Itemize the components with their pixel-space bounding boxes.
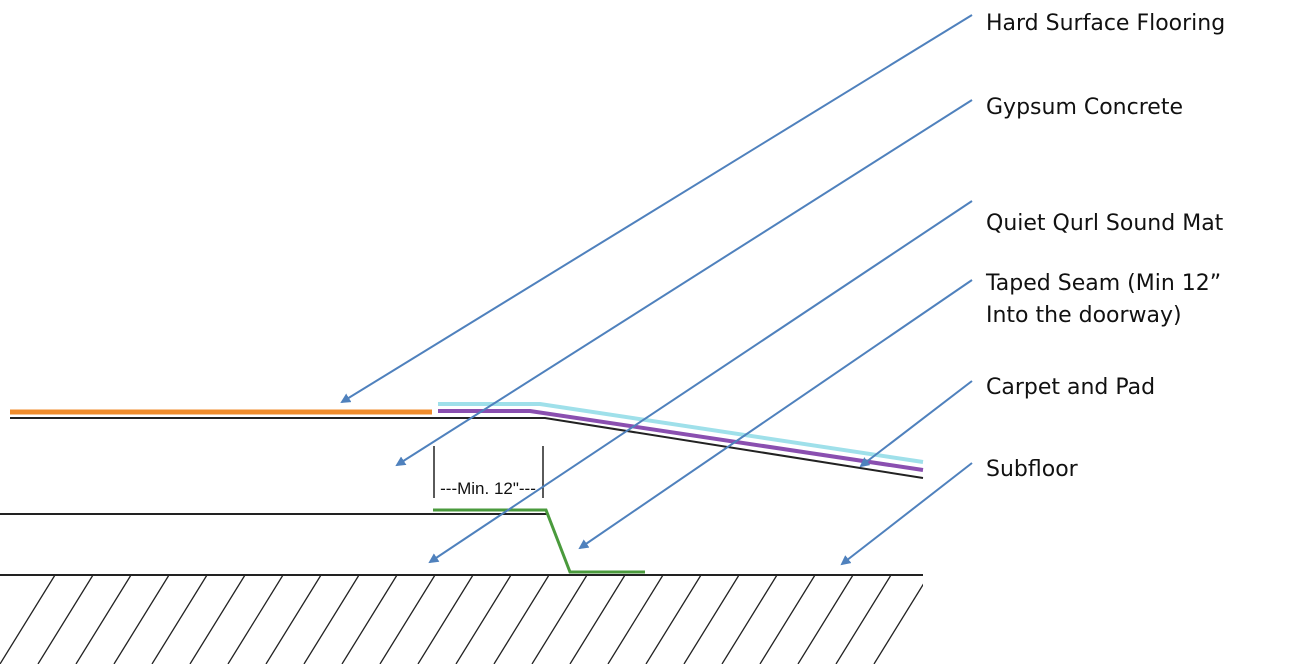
label-taped-seam-line2: Into the doorway)	[986, 303, 1182, 328]
taped-seam	[433, 508, 645, 574]
label-taped-seam-line1: Taped Seam (Min 12”	[986, 271, 1222, 296]
subfloor-hatch	[0, 575, 923, 664]
arrow-gypsum	[395, 99, 973, 467]
label-sound-mat: Quiet Qurl Sound Mat	[986, 211, 1224, 236]
subfloor	[0, 574, 923, 664]
arrow-taped-seam	[578, 279, 973, 550]
arrow-sound-mat	[428, 200, 973, 564]
dimension-label: ---Min. 12"---	[440, 479, 536, 498]
arrow-hard-surface	[340, 14, 973, 404]
gypsum-surface-line	[10, 417, 924, 479]
arrow-carpet	[859, 380, 973, 468]
label-hard-surface-flooring: Hard Surface Flooring	[986, 11, 1226, 36]
label-carpet-and-pad: Carpet and Pad	[986, 375, 1156, 400]
leader-arrows	[340, 14, 973, 566]
carpet	[438, 402, 924, 464]
label-gypsum-concrete: Gypsum Concrete	[986, 95, 1183, 120]
carpet-pad	[438, 409, 924, 472]
label-subfloor: Subfloor	[986, 457, 1078, 482]
min-12-dimension: ---Min. 12"---	[433, 446, 544, 498]
arrow-subfloor	[840, 462, 973, 566]
